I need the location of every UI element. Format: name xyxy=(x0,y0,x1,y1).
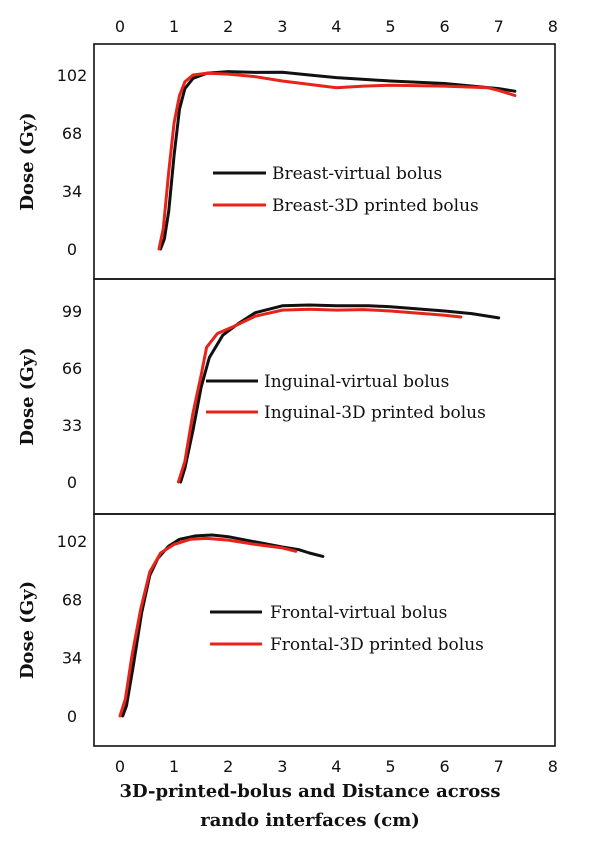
x-tick-label-bottom: 0 xyxy=(115,757,125,776)
y-axis-label: Dose (Gy) xyxy=(17,347,38,445)
y-tick-label: 99 xyxy=(62,302,82,321)
x-tick-label-bottom: 6 xyxy=(440,757,450,776)
y-tick-label: 0 xyxy=(67,473,77,492)
series-line-printed xyxy=(157,71,517,251)
x-tick-label-top: 2 xyxy=(223,17,233,36)
legend-entry: Breast-virtual bolus xyxy=(272,164,442,184)
series-line-printed xyxy=(118,536,298,718)
y-tick-label: 68 xyxy=(62,124,82,143)
x-tick-label-top: 4 xyxy=(331,17,341,36)
plot-frame-2 xyxy=(93,278,556,515)
x-tick-label-top: 7 xyxy=(494,17,504,36)
y-tick-label: 68 xyxy=(62,590,82,609)
x-tick-label-bottom: 2 xyxy=(223,757,233,776)
y-tick-label: 34 xyxy=(62,649,82,668)
plot-frame-3 xyxy=(93,513,556,747)
series-line-printed xyxy=(176,307,463,484)
x-tick-label-bottom: 5 xyxy=(385,757,395,776)
y-axis-label: Dose (Gy) xyxy=(17,581,38,679)
y-tick-label: 0 xyxy=(67,707,77,726)
series-line-virtual xyxy=(121,533,325,718)
y-tick-label: 34 xyxy=(62,182,82,201)
legend-entry: Inguinal-virtual bolus xyxy=(264,372,449,392)
x-tick-label-top: 1 xyxy=(169,17,179,36)
legend-entry: Inguinal-3D printed bolus xyxy=(264,403,486,423)
x-tick-label-bottom: 8 xyxy=(548,757,558,776)
x-tick-label-bottom: 7 xyxy=(494,757,504,776)
y-tick-label: 102 xyxy=(57,532,88,551)
x-tick-label-top: 6 xyxy=(440,17,450,36)
x-tick-label-top: 0 xyxy=(115,17,125,36)
legend-entry: Frontal-3D printed bolus xyxy=(270,635,484,655)
legend-entry: Breast-3D printed bolus xyxy=(272,196,479,216)
x-tick-label-bottom: 4 xyxy=(331,757,341,776)
x-tick-label-top: 8 xyxy=(548,17,558,36)
series-line-virtual xyxy=(179,303,501,484)
x-axis-label-line1: 3D-printed-bolus and Distance across xyxy=(120,781,501,802)
x-tick-label-top: 3 xyxy=(277,17,287,36)
x-tick-label-bottom: 3 xyxy=(277,757,287,776)
x-axis-label-line2: rando interfaces (cm) xyxy=(200,810,420,831)
y-tick-label: 66 xyxy=(62,359,82,378)
x-tick-label-top: 5 xyxy=(385,17,395,36)
y-tick-label: 102 xyxy=(57,66,88,85)
legend-entry: Frontal-virtual bolus xyxy=(270,603,447,623)
y-tick-label: 33 xyxy=(62,416,82,435)
y-axis-label: Dose (Gy) xyxy=(17,112,38,210)
series-line-virtual xyxy=(159,70,517,251)
x-tick-label-bottom: 1 xyxy=(169,757,179,776)
y-tick-label: 0 xyxy=(67,240,77,259)
